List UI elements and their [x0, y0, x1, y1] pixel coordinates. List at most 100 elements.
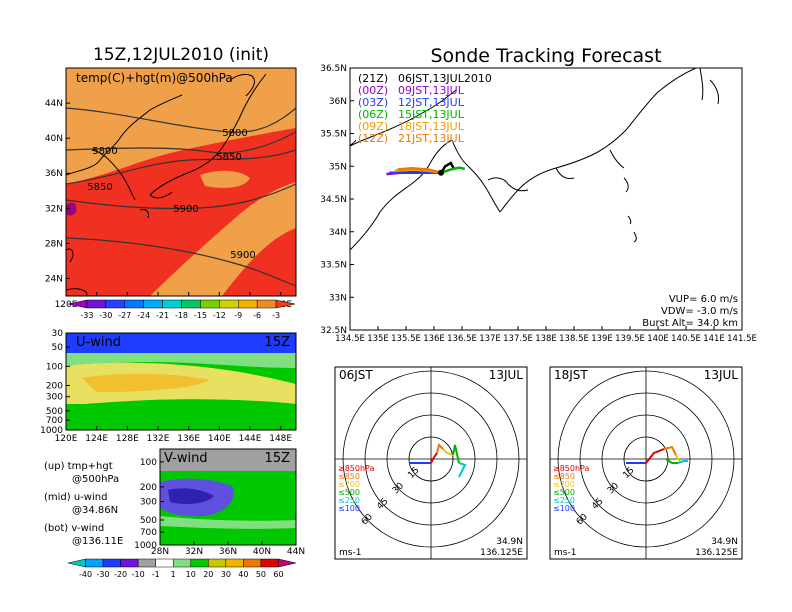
- lon-tick-label: 134.5E: [335, 334, 365, 344]
- lat-tick-label: 28N: [151, 547, 169, 557]
- uwind-jet-inner: [82, 373, 210, 392]
- p-tick-label: 700: [46, 416, 63, 426]
- vwind-top-band: [160, 449, 296, 471]
- lat-tick-label: 34N: [329, 228, 347, 238]
- track-vup: VUP= 6.0 m/s: [669, 294, 738, 305]
- p-tick-label: 300: [140, 498, 157, 508]
- lon-tick-label: 140.5E: [671, 334, 701, 344]
- colorbar-swatch: [143, 299, 163, 309]
- lon-tick-label: 140E: [647, 334, 669, 344]
- lat-tick-label: 40N: [253, 547, 271, 557]
- hodograph-level-label: ≤850: [338, 472, 360, 481]
- hodograph-trace: [645, 448, 665, 464]
- hodograph-time: 06JST: [339, 368, 373, 382]
- colorbar-label: 10: [186, 570, 196, 579]
- lon-tick-label: 137E: [479, 334, 501, 344]
- colorbar-swatch: [181, 299, 201, 309]
- hodograph-lon: 136.125E: [480, 548, 523, 558]
- colorbar-label: -27: [118, 311, 131, 320]
- height-contours: [66, 107, 296, 287]
- colorbar-label: -10: [132, 570, 145, 579]
- p-tick-label: 500: [46, 407, 63, 417]
- track-legend-code: (00Z): [358, 84, 388, 97]
- legend-bot: (bot) v-wind: [44, 523, 104, 534]
- lon-tick-label: 136E: [423, 334, 445, 344]
- hodograph-trace: [675, 454, 681, 462]
- uwind-mid-band: [66, 353, 296, 368]
- legend-up2: @500hPa: [72, 474, 119, 485]
- lon-tick-label: 120E: [55, 434, 78, 444]
- colorbar-swatch: [102, 558, 121, 568]
- left-map-lat-ticks: 44N 40N 36N 32N 28N 24N: [45, 99, 70, 284]
- lon-tick-label: 138.5E: [559, 334, 589, 344]
- hodograph-level-label: ≤100: [338, 504, 360, 513]
- lon-tick-label: 120E: [55, 300, 78, 310]
- p-tick-label: 700: [140, 528, 157, 538]
- track-legend-code: (09Z): [358, 120, 388, 133]
- hodograph-lat: 34.9N: [496, 537, 523, 547]
- hodograph-level-label: ≤250: [553, 496, 575, 505]
- p-tick-label: 100: [46, 362, 63, 372]
- lat-tick-label: 36N: [219, 547, 237, 557]
- lat-tick-label: 35.5N: [320, 130, 347, 140]
- lon-tick-label: 139E: [591, 334, 613, 344]
- hodograph-level-label: ≤250: [338, 496, 360, 505]
- p-tick-label: 200: [46, 381, 63, 391]
- colorbar-swatch: [67, 558, 86, 568]
- left-map-label: temp(C)+hgt(m)@500hPa: [76, 71, 233, 85]
- lat-tick-label: 40N: [45, 134, 63, 144]
- hodograph-trace: [452, 444, 460, 464]
- p-tick-label: 300: [46, 393, 63, 403]
- p-tick-label: 1000: [134, 541, 157, 551]
- lat-tick-label: 35N: [329, 162, 347, 172]
- uwind-lon-ticks: 120E 124E 128E 132E 136E 140E 144E 148E: [55, 426, 292, 444]
- colorbar-label: 1: [171, 570, 176, 579]
- track-legend: (21Z) 06JST,13JUL2010 (00Z) 09JST,13JUL (03Z…: [358, 72, 492, 145]
- hodograph-trace: [665, 458, 678, 464]
- colorbar-swatch: [162, 299, 182, 309]
- colorbar-label: -30: [97, 570, 110, 579]
- track-background: [350, 68, 742, 330]
- lon-tick-label: 136.5E: [447, 334, 477, 344]
- lat-tick-label: 32N: [45, 204, 63, 214]
- hodograph-trace: [458, 462, 467, 478]
- colorbar-swatch: [124, 299, 144, 309]
- p-tick-label: 200: [140, 483, 157, 493]
- track-burst: Burst Alt= 34.0 km: [642, 318, 738, 329]
- colorbar-swatch: [137, 558, 156, 568]
- left-map: 5800 5800 5850 5850 5900 5900 temp(C)+hg…: [66, 68, 296, 296]
- legend-mid2: @34.86N: [72, 505, 118, 516]
- track-legend-time: 12JST,13JUL: [398, 96, 465, 109]
- lon-tick-label: 141.5E: [727, 334, 757, 344]
- colorbar-label: -30: [99, 311, 112, 320]
- colorbar-swatch: [105, 299, 125, 309]
- colorbar-swatch: [190, 558, 209, 568]
- track-legend-time: 06JST,13JUL2010: [398, 72, 492, 85]
- lat-tick-label: 44N: [45, 99, 63, 109]
- lat-tick-label: 24N: [45, 274, 63, 284]
- lon-tick-label: 135E: [367, 334, 389, 344]
- colorbar-label: -3: [272, 311, 280, 320]
- colorbar-label: -6: [253, 311, 261, 320]
- p-tick-label: 1000: [40, 426, 63, 436]
- colorbar-swatch: [219, 299, 239, 309]
- lon-tick-label: 132E: [147, 434, 170, 444]
- contour-label: 5850: [216, 152, 241, 163]
- lon-tick-label: 139.5E: [615, 334, 645, 344]
- vwind-neg-core: [168, 488, 214, 504]
- track-title: Sonde Tracking Forecast: [430, 45, 661, 67]
- contour-label: 5800: [92, 146, 117, 157]
- uwind-top-band: [66, 333, 296, 353]
- vwind-light-band: [160, 516, 296, 529]
- uwind-panel: [66, 333, 296, 430]
- track-legend-code: (21Z): [358, 72, 388, 85]
- colorbar-label: 30: [221, 570, 231, 579]
- temp-field-orange-tongue: [150, 182, 296, 296]
- colorbar-label: -15: [194, 311, 207, 320]
- hodograph-level-label: ≤700: [338, 480, 360, 489]
- vwind-lat-ticks: 28N 32N 36N 40N 44N: [151, 541, 305, 557]
- vwind-label: V-wind: [164, 451, 208, 466]
- hodograph-level-label: ≤850: [553, 472, 575, 481]
